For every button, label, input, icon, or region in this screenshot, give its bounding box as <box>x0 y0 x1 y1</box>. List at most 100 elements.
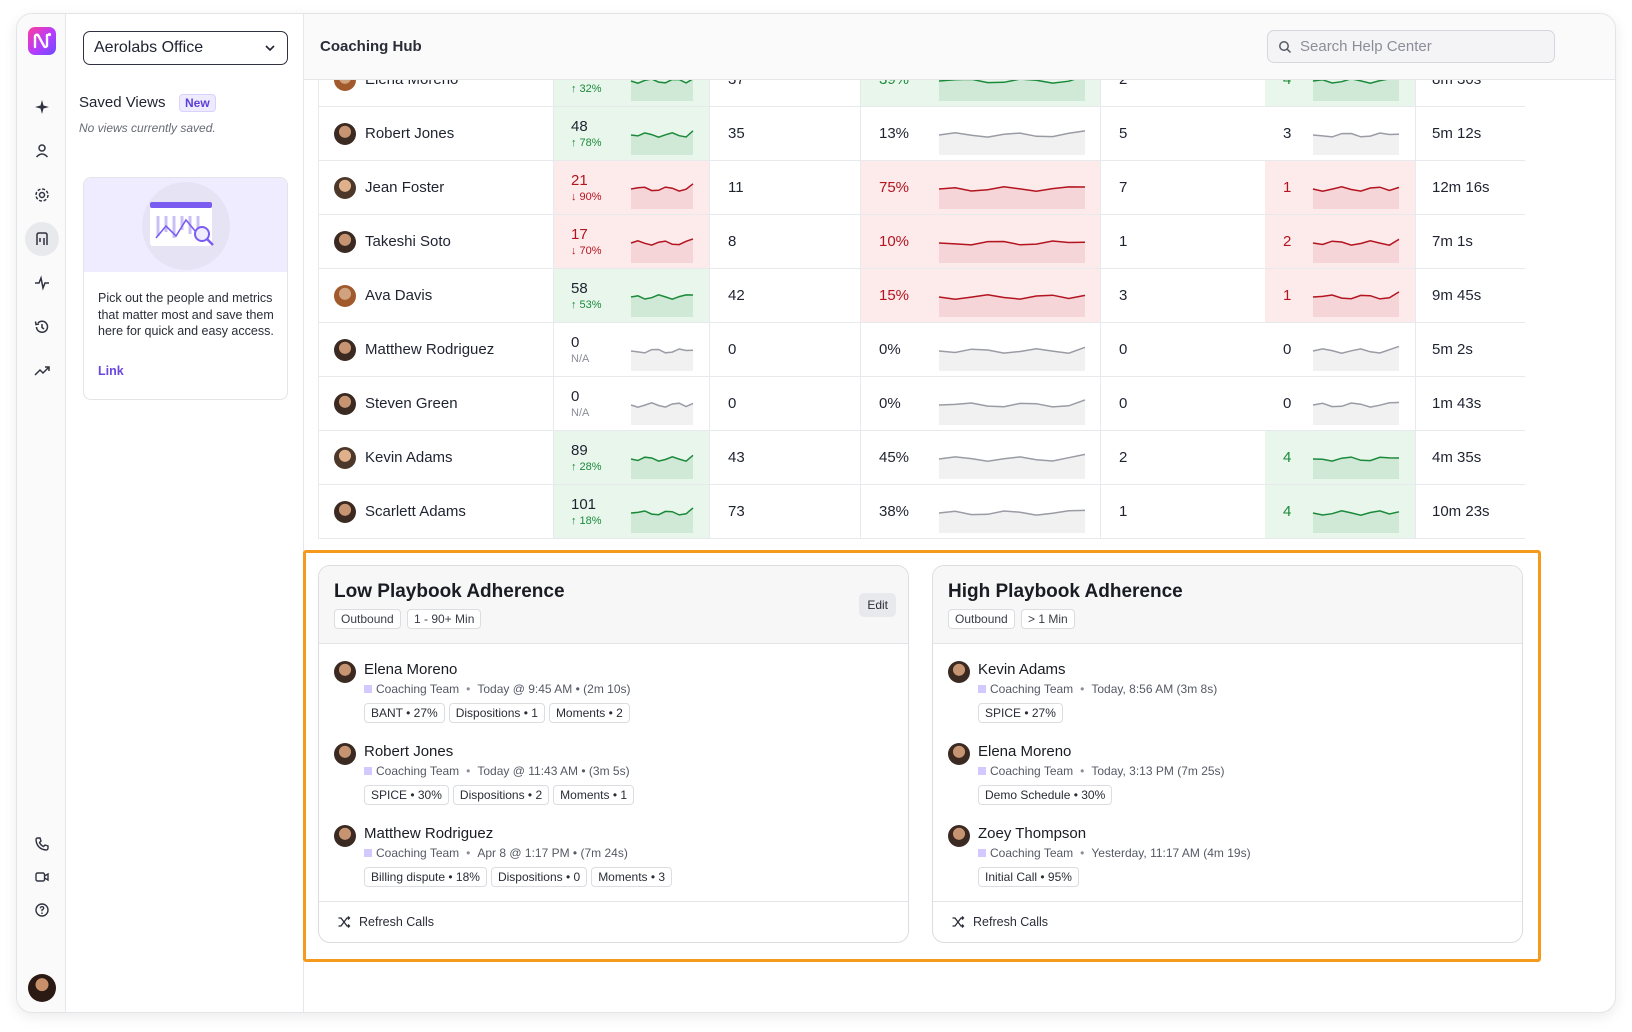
phone-icon[interactable] <box>25 827 59 861</box>
connects-cell: 0 <box>709 323 860 377</box>
agent-name[interactable]: Takeshi Soto <box>365 233 451 250</box>
connects-cell: 35 <box>709 107 860 161</box>
avatar <box>334 123 356 145</box>
deals-value: 2 <box>1283 233 1292 250</box>
agent-name[interactable]: Matthew Rodriguez <box>365 341 495 358</box>
filter-chip[interactable]: Outbound <box>948 609 1015 629</box>
agent-cell: Ava Davis <box>318 269 554 323</box>
calls-cell: 0 N/A <box>554 377 709 431</box>
refresh-calls-button[interactable]: Refresh Calls <box>337 915 434 929</box>
meetings-cell: 1 <box>1100 215 1265 269</box>
calls-value: 58 <box>571 280 588 297</box>
duration-cell: 4m 35s <box>1415 431 1525 485</box>
meetings-value: 2 <box>1119 80 1127 88</box>
edit-button[interactable]: Edit <box>859 593 896 617</box>
highlight-frame <box>303 550 1541 962</box>
sparkline <box>630 348 694 371</box>
shuffle-icon <box>952 916 965 928</box>
filter-chip[interactable]: Outbound <box>334 609 401 629</box>
table-row[interactable]: Scarlett Adams 101 ↑ 18% 73 38% 1 4 10m 23s <box>318 485 1525 539</box>
table-row[interactable]: Kevin Adams 89 ↑ 28% 43 45% 2 4 4m 35s <box>318 431 1525 485</box>
agent-cell: Kevin Adams <box>318 431 554 485</box>
table-row[interactable]: Matthew Rodriguez 0 N/A 0 0% 0 0 5m 2s <box>318 323 1525 377</box>
table-row[interactable]: Steven Green 0 N/A 0 0% 0 0 1m 43s <box>318 377 1525 431</box>
call-agent-name[interactable]: Elena Moreno <box>364 661 458 678</box>
new-badge: New <box>179 94 216 112</box>
table-row[interactable]: Robert Jones 48 ↑ 78% 35 13% 5 3 5m 12s <box>318 107 1525 161</box>
team-color-swatch <box>978 767 986 775</box>
agent-cell: Steven Green <box>318 377 554 431</box>
meetings-value: 0 <box>1119 341 1128 358</box>
calls-cell: 101 ↑ 18% <box>554 485 709 539</box>
search-input[interactable]: Search Help Center <box>1267 30 1555 63</box>
refresh-calls-button[interactable]: Refresh Calls <box>951 915 1048 929</box>
connects-value: 42 <box>728 287 745 304</box>
rate-value: 45% <box>879 449 910 466</box>
deals-cell: 0 <box>1265 377 1415 431</box>
call-agent-name[interactable]: Zoey Thompson <box>978 825 1087 842</box>
trend-icon[interactable] <box>25 354 59 388</box>
rate-cell: 10% <box>860 215 1100 269</box>
video-icon[interactable] <box>25 860 59 894</box>
avatar <box>948 825 970 847</box>
agent-name[interactable]: Kevin Adams <box>365 449 453 466</box>
agent-name[interactable]: Ava Davis <box>365 287 433 304</box>
deals-value: 1 <box>1283 287 1292 304</box>
coaching-icon[interactable] <box>25 222 59 256</box>
agent-name[interactable]: Elena Moreno <box>365 80 458 88</box>
call-meta: Coaching Team • Today @ 11:43 AM • (3m 5s) <box>364 764 630 778</box>
saved-views-panel: Aerolabs Office Saved Views New No views… <box>66 14 304 1012</box>
agent-name[interactable]: Jean Foster <box>365 179 445 196</box>
filter-chip[interactable]: 1 - 90+ Min <box>407 609 482 629</box>
duration-value: 12m 16s <box>1432 179 1490 196</box>
avatar <box>334 285 356 307</box>
call-tag: Dispositions • 0 <box>490 867 588 887</box>
header: Coaching Hub Search Help Center <box>304 14 1615 80</box>
sparkline <box>1312 132 1400 155</box>
call-agent-name[interactable]: Elena Moreno <box>978 743 1072 760</box>
agent-name[interactable]: Steven Green <box>365 395 458 412</box>
table-row[interactable]: Takeshi Soto 17 ↓ 70% 8 10% 1 2 7m 1s <box>318 215 1525 269</box>
connects-value: 8 <box>728 233 737 250</box>
filter-chip[interactable]: > 1 Min <box>1021 609 1075 629</box>
shuffle-icon <box>338 916 351 928</box>
calls-cell: 89 ↑ 28% <box>554 431 709 485</box>
call-agent-name[interactable]: Matthew Rodriguez <box>364 825 494 842</box>
promo-link[interactable]: Link <box>98 364 124 378</box>
gear-icon[interactable] <box>25 178 59 212</box>
agent-name[interactable]: Scarlett Adams <box>365 503 466 520</box>
user-avatar[interactable] <box>28 974 56 1002</box>
calls-cell: 0 N/A <box>554 323 709 377</box>
coaching-table: Elena Moreno↑ 32%3739%248m 30sRobert Jon… <box>304 80 1615 558</box>
call-tag: Demo Schedule • 30% <box>978 785 1113 805</box>
agent-name[interactable]: Robert Jones <box>365 125 455 142</box>
duration-cell: 10m 23s <box>1415 485 1525 539</box>
call-tag: SPICE • 27% <box>978 703 1063 723</box>
history-icon[interactable] <box>25 310 59 344</box>
table-row[interactable]: Ava Davis 58 ↑ 53% 42 15% 3 1 9m 45s <box>318 269 1525 323</box>
call-agent-name[interactable]: Kevin Adams <box>978 661 1066 678</box>
table-row[interactable]: Elena Moreno ↑ 32% 37 39% 2 4 8m 30s <box>318 80 1525 107</box>
team-color-swatch <box>978 849 986 857</box>
sparkle-icon[interactable] <box>25 90 59 124</box>
card-title: Low Playbook Adherence <box>334 581 565 602</box>
call-meta: Coaching Team • Yesterday, 11:17 AM (4m 19… <box>978 846 1251 860</box>
calls-value: 101 <box>571 496 597 513</box>
call-tag: Moments • 2 <box>548 703 630 723</box>
app-logo[interactable] <box>28 27 56 55</box>
person-icon[interactable] <box>25 134 59 168</box>
workspace-select[interactable]: Aerolabs Office <box>83 31 288 65</box>
table-row[interactable]: Jean Foster 21 ↓ 90% 11 75% 7 1 12m 16s <box>318 161 1525 215</box>
team-name: Coaching Team <box>990 846 1074 860</box>
help-icon[interactable] <box>25 893 59 927</box>
saved-views-title: Saved Views <box>79 94 166 111</box>
rate-value: 39% <box>879 80 909 88</box>
connects-value: 37 <box>728 80 745 88</box>
activity-icon[interactable] <box>25 266 59 300</box>
agent-cell: Jean Foster <box>318 161 554 215</box>
meetings-cell: 3 <box>1100 269 1265 323</box>
card-header: Low Playbook Adherence Outbound 1 - 90+ … <box>319 566 908 644</box>
call-tag: Moments • 3 <box>591 867 673 887</box>
rate-value: 38% <box>879 503 910 520</box>
call-agent-name[interactable]: Robert Jones <box>364 743 454 760</box>
